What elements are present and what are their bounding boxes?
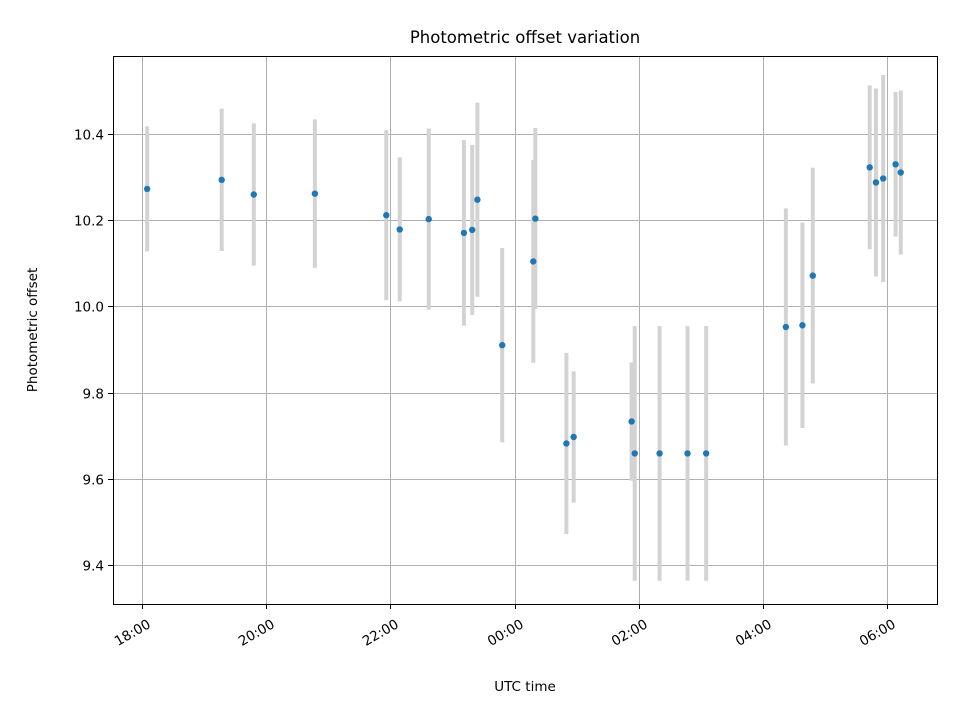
y-tick-label: 10.0 [74, 300, 104, 316]
data-point [218, 176, 225, 184]
data-point [474, 196, 481, 203]
y-tick-label: 10.4 [74, 128, 104, 144]
x-tick-label: 02:00 [609, 616, 651, 649]
data-point [799, 322, 806, 329]
data-point [570, 433, 577, 441]
data-point [631, 450, 638, 457]
data-point [563, 440, 570, 447]
y-tick-label: 9.8 [83, 387, 104, 403]
data-point [897, 169, 904, 176]
data-point [250, 191, 257, 198]
data-point [469, 226, 476, 234]
data-point [628, 418, 635, 425]
data-point [396, 226, 403, 233]
data-point [879, 175, 887, 182]
y-tick-label: 9.6 [83, 473, 104, 489]
data-point [311, 190, 319, 197]
data-point [656, 450, 663, 457]
data-point [702, 450, 710, 457]
x-tick-label: 06:00 [857, 616, 899, 649]
data-point [872, 179, 880, 186]
data-point [425, 215, 432, 223]
x-tick-label: 00:00 [485, 616, 527, 649]
x-tick-label: 22:00 [360, 616, 402, 649]
point-layer [143, 161, 904, 457]
data-point [460, 229, 468, 237]
y-tick-label: 9.4 [83, 559, 104, 575]
tick-layer: 18:00 20:00 22:00 00:00 02:00 04:00 06:00 9.4 9.… [74, 128, 899, 650]
y-tick-label: 10.2 [74, 214, 104, 230]
data-point [866, 164, 873, 171]
x-axis-label: UTC time [494, 679, 556, 695]
data-point [809, 272, 816, 279]
x-tick-label: 04:00 [733, 616, 775, 649]
x-tick-label: 20:00 [236, 616, 278, 649]
data-point [499, 341, 506, 349]
data-point [782, 323, 790, 331]
data-point [530, 258, 537, 265]
y-axis-label: Photometric offset [25, 268, 41, 392]
data-point [532, 215, 539, 222]
data-point [892, 161, 899, 168]
data-point [143, 185, 151, 193]
data-point [684, 450, 691, 457]
chart-title: Photometric offset variation [410, 28, 640, 47]
x-tick-label: 18:00 [112, 616, 154, 649]
plot-frame [113, 56, 938, 605]
grid-layer [113, 56, 937, 604]
data-point [383, 212, 390, 219]
